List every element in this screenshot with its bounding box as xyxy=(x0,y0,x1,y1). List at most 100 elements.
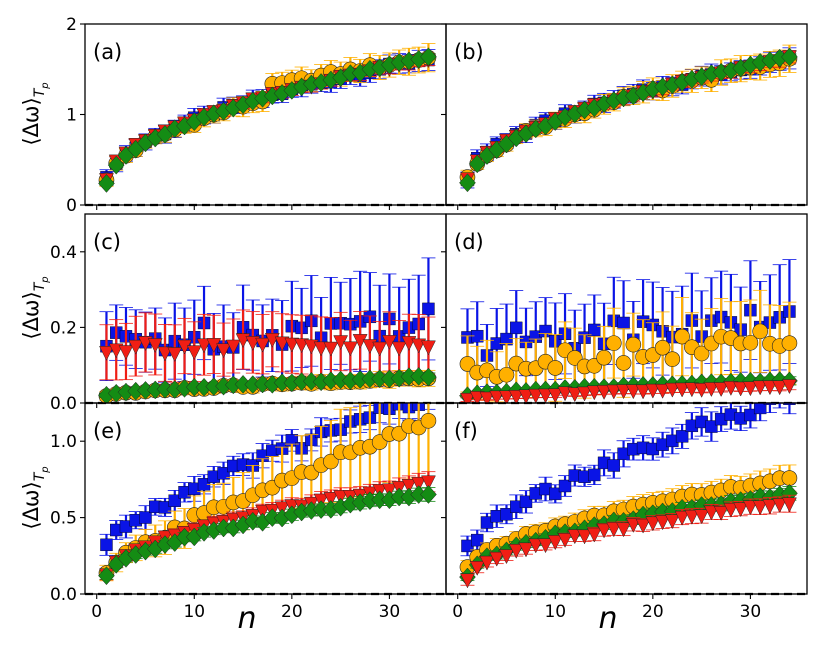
panel-label: (c) xyxy=(93,230,121,254)
marker-orange-circles xyxy=(615,355,632,371)
xtick-label: 30 xyxy=(740,602,762,622)
marker-red-triangles xyxy=(752,500,768,516)
ylabel-row-2: ⟨Δω⟩Tp xyxy=(19,276,51,339)
marker-red-triangles xyxy=(674,382,690,398)
marker-orange-circles xyxy=(547,360,564,376)
ytick-label: 0 xyxy=(66,196,77,216)
marker-orange-circles xyxy=(625,336,642,353)
marker-green-diamonds xyxy=(107,155,125,175)
marker-red-triangles xyxy=(782,379,797,395)
marker-blue-squares xyxy=(588,323,601,337)
marker-blue-squares xyxy=(617,316,630,330)
marker-red-triangles xyxy=(118,345,134,361)
plot-area xyxy=(98,43,437,193)
marker-red-triangles xyxy=(518,389,534,403)
marker-red-triangles xyxy=(703,382,719,398)
marker-green-diamonds xyxy=(420,485,437,504)
marker-red-triangles xyxy=(557,533,573,548)
ytick-label: 0.5 xyxy=(50,509,77,529)
marker-orange-circles xyxy=(674,328,690,345)
marker-red-triangles xyxy=(635,518,651,534)
marker-red-triangles xyxy=(255,504,270,520)
axes-frame xyxy=(445,402,808,595)
marker-red-triangles xyxy=(772,498,788,514)
marker-red-triangles xyxy=(157,346,173,362)
marker-red-triangles xyxy=(635,384,651,400)
ytick-label: 0.4 xyxy=(50,243,77,263)
marker-red-triangles xyxy=(723,381,739,396)
marker-red-triangles xyxy=(762,380,778,396)
marker-red-triangles xyxy=(655,515,671,531)
marker-orange-circles xyxy=(664,351,681,367)
marker-red-triangles xyxy=(469,561,485,576)
marker-red-triangles xyxy=(323,492,339,507)
marker-red-triangles xyxy=(186,345,202,361)
marker-red-triangles xyxy=(518,542,534,558)
series-green-diamonds xyxy=(459,47,798,193)
marker-orange-circles xyxy=(781,335,798,351)
marker-blue-squares xyxy=(753,403,767,415)
marker-blue-squares xyxy=(480,516,494,529)
marker-red-triangles xyxy=(577,386,592,402)
marker-red-triangles xyxy=(733,381,749,397)
marker-red-triangles xyxy=(625,518,641,533)
marker-red-triangles xyxy=(713,382,729,398)
marker-red-triangles xyxy=(596,523,612,539)
series-orange-circles xyxy=(459,289,798,403)
marker-orange-circles xyxy=(606,335,622,351)
axes-frame xyxy=(445,23,808,206)
marker-red-triangles xyxy=(625,384,641,400)
marker-red-triangles xyxy=(664,514,680,530)
marker-orange-circles xyxy=(498,366,515,383)
marker-red-triangles xyxy=(99,346,114,361)
marker-green-diamonds xyxy=(420,47,437,67)
marker-red-triangles xyxy=(313,341,329,357)
marker-red-triangles xyxy=(616,522,631,538)
panel-a: 0 1 2 (a) xyxy=(66,15,447,216)
marker-red-triangles xyxy=(508,543,524,559)
marker-red-triangles xyxy=(703,505,719,521)
marker-red-triangles xyxy=(713,506,729,521)
panel-label: (b) xyxy=(454,40,484,64)
series-green-diamonds xyxy=(98,367,437,403)
marker-red-triangles xyxy=(421,340,436,356)
marker-red-triangles xyxy=(538,388,553,403)
plot-area xyxy=(98,403,437,586)
panel-label: (d) xyxy=(454,230,484,254)
marker-green-diamonds xyxy=(459,173,476,193)
marker-red-triangles xyxy=(372,341,388,357)
ylabel-text: ⟨Δω⟩Tp xyxy=(19,466,51,529)
ylabel-row-1: ⟨Δω⟩Tp xyxy=(19,82,51,145)
marker-red-triangles xyxy=(489,390,505,403)
ytick-label: 0.0 xyxy=(50,394,77,414)
plot-area xyxy=(98,257,437,403)
marker-red-triangles xyxy=(284,337,300,353)
marker-red-triangles xyxy=(128,339,144,355)
panels-group: 0 1 2 (a) (b) 0.0 0.2 0.4 (c) (d) 0.0 0.5 1.0 0 10 20 30… xyxy=(50,15,808,622)
marker-red-triangles xyxy=(499,549,514,565)
marker-blue-squares xyxy=(100,538,113,552)
marker-red-triangles xyxy=(743,500,758,516)
axes-frame xyxy=(84,23,447,206)
marker-orange-circles xyxy=(323,453,339,470)
marker-red-triangles xyxy=(391,341,407,357)
ylabel-text: ⟨Δω⟩Tp xyxy=(19,82,51,145)
marker-red-triangles xyxy=(196,338,212,354)
marker-orange-circles xyxy=(781,470,798,486)
marker-red-triangles xyxy=(216,343,231,359)
marker-red-triangles xyxy=(528,538,544,554)
xlabel-left: n xyxy=(237,601,256,636)
marker-blue-squares xyxy=(500,508,513,521)
panel-b: (b) xyxy=(441,23,808,210)
marker-red-triangles xyxy=(762,499,778,515)
marker-blue-squares xyxy=(744,408,757,422)
marker-red-triangles xyxy=(411,476,427,492)
xtick-label: 10 xyxy=(544,602,566,622)
marker-red-triangles xyxy=(684,382,700,398)
marker-blue-squares xyxy=(139,511,152,524)
plot-area xyxy=(459,44,798,193)
xtick-label: 10 xyxy=(183,602,205,622)
marker-red-triangles xyxy=(606,522,622,538)
marker-red-triangles xyxy=(333,490,349,505)
